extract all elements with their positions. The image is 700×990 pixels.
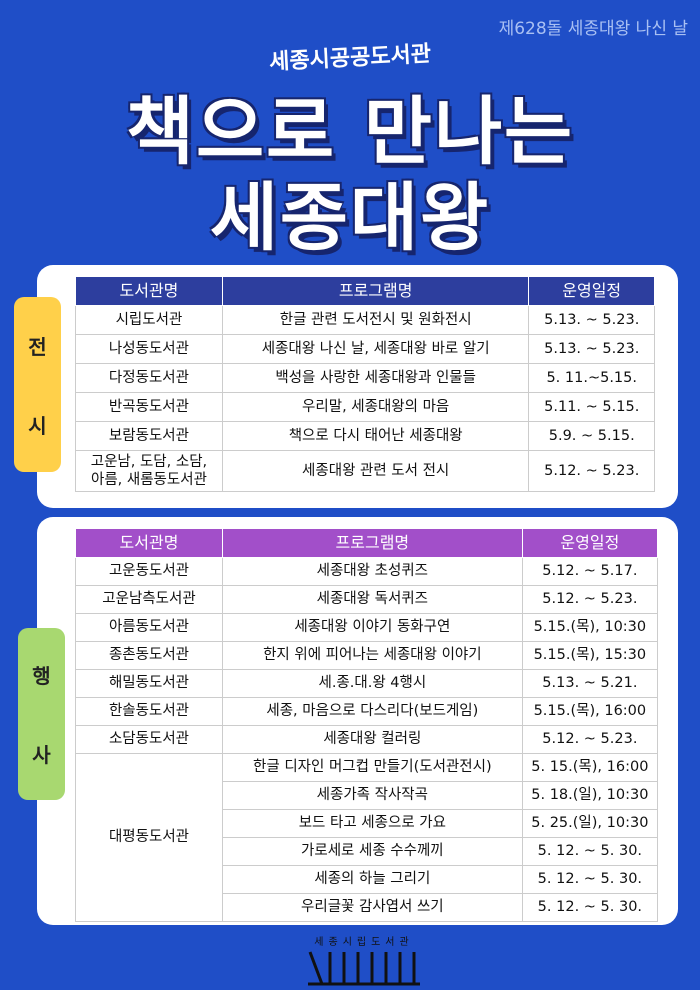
cell-line: 아름, 새롬동도서관 <box>90 472 207 488</box>
table-cell: 세종대왕 나신 날, 세종대왕 바로 알기 <box>221 334 530 364</box>
table-row: 다정동도서관 백성을 사랑한 세종대왕과 인물들 5. 11.~5.15. <box>75 363 655 393</box>
table-row: 소담동도서관 세종대왕 컬러링 5.12. ~ 5.23. <box>75 725 659 754</box>
table-cell: 소담동도서관 <box>75 725 223 754</box>
table-row: 우리글꽃 감사엽서 쓰기 5. 12. ~ 5. 30. <box>76 893 659 922</box>
table-cell: 5.13. ~ 5.23. <box>528 305 655 335</box>
table-row: 대평동도서관 한글 디자인 머그컵 만들기(도서관전시) 5. 15.(목), 16… <box>75 753 659 922</box>
table-row: 고운동도서관 세종대왕 초성퀴즈 5.12. ~ 5.17. <box>75 557 659 586</box>
table-row: 보드 타고 세종으로 가요 5. 25.(일), 10:30 <box>76 809 659 838</box>
table-cell: 5.12. ~ 5.23. <box>521 725 659 754</box>
table-cell: 시립도서관 <box>75 305 223 335</box>
table-cell: 세종대왕 초성퀴즈 <box>221 557 523 586</box>
table-cell: 책으로 다시 태어난 세종대왕 <box>221 421 530 451</box>
table-row: 아름동도서관 세종대왕 이야기 동화구연 5.15.(목), 10:30 <box>75 613 659 642</box>
table-cell: 5. 25.(일), 10:30 <box>521 809 659 838</box>
table-cell: 대평동도서관 <box>75 753 223 922</box>
table-cell: 세종, 마음으로 다스리다(보드게임) <box>221 697 523 726</box>
table-cell: 고운남측도서관 <box>75 585 223 614</box>
table-row: 고운남측도서관 세종대왕 독서퀴즈 5.12. ~ 5.23. <box>75 585 659 614</box>
table-cell: 5.12. ~ 5.17. <box>521 557 659 586</box>
table-cell: 아름동도서관 <box>75 613 223 642</box>
column-header: 프로그램명 <box>221 528 523 558</box>
title-line: 세종대왕 <box>209 175 491 261</box>
table-cell: 5.13. ~ 5.21. <box>521 669 659 698</box>
table-row: 종촌동도서관 한지 위에 피어나는 세종대왕 이야기 5.15.(목), 15:30 <box>75 641 659 670</box>
table-cell: 우리말, 세종대왕의 마음 <box>221 392 530 422</box>
header-row: 도서관명 프로그램명 운영일정 <box>75 276 655 306</box>
table-cell: 5.11. ~ 5.15. <box>528 392 655 422</box>
table-row: 고운남, 도담, 소담, 아름, 새롬동도서관 세종대왕 관련 도서 전시 5.12.… <box>75 450 655 492</box>
table-cell: 5.15.(목), 10:30 <box>521 613 659 642</box>
column-header: 도서관명 <box>75 276 223 306</box>
exhibition-tab: 전 시 <box>14 297 61 472</box>
table-cell: 한글 디자인 머그컵 만들기(도서관전시) <box>221 753 523 782</box>
tab-label: 전 <box>28 334 47 359</box>
table-cell: 5. 11.~5.15. <box>528 363 655 393</box>
title-line: 책으로 만나는 <box>125 89 575 175</box>
table-cell: 종촌동도서관 <box>75 641 223 670</box>
table-row: 가로세로 세종 수수께끼 5. 12. ~ 5. 30. <box>76 837 659 866</box>
table-cell: 5.15.(목), 16:00 <box>521 697 659 726</box>
table-cell: 5.12. ~ 5.23. <box>528 450 655 492</box>
table-cell: 가로세로 세종 수수께끼 <box>221 837 523 866</box>
column-header: 운영일정 <box>528 276 655 306</box>
table-row: 반곡동도서관 우리말, 세종대왕의 마음 5.11. ~ 5.15. <box>75 392 655 422</box>
table-cell: 5. 12. ~ 5. 30. <box>521 865 659 894</box>
events-tab: 행 사 <box>18 628 65 800</box>
tab-label: 시 <box>28 413 47 438</box>
table-cell: 고운남, 도담, 소담, 아름, 새롬동도서관 <box>75 450 223 492</box>
table-cell: 5.13. ~ 5.23. <box>528 334 655 364</box>
table-row: 해밀동도서관 세.종.대.왕 4행시 5.13. ~ 5.21. <box>75 669 659 698</box>
column-header: 프로그램명 <box>221 276 530 306</box>
table-cell: 5.15.(목), 15:30 <box>521 641 659 670</box>
table-cell: 나성동도서관 <box>75 334 223 364</box>
logo-box <box>306 934 422 948</box>
cell-line: 고운남, 도담, 소담, <box>90 453 208 470</box>
table-cell: 반곡동도서관 <box>75 392 223 422</box>
table-row: 한솔동도서관 세종, 마음으로 다스리다(보드게임) 5.15.(목), 16:00 <box>75 697 659 726</box>
table-cell: 세종대왕 컬러링 <box>221 725 523 754</box>
footer-logo: 세종시립도서관 <box>306 934 422 986</box>
table-cell: 보드 타고 세종으로 가요 <box>221 809 523 838</box>
tab-label: 행 <box>32 664 51 688</box>
table-row: 보람동도서관 책으로 다시 태어난 세종대왕 5.9. ~ 5.15. <box>75 421 655 451</box>
logo-stripes <box>308 951 420 986</box>
table-cell: 세종대왕 이야기 동화구연 <box>221 613 523 642</box>
column-header: 도서관명 <box>75 528 223 558</box>
table-cell: 다정동도서관 <box>75 363 223 393</box>
table-cell: 세종대왕 관련 도서 전시 <box>221 450 530 492</box>
table-cell: 5.9. ~ 5.15. <box>528 421 655 451</box>
table-cell: 우리글꽃 감사엽서 쓰기 <box>221 893 523 922</box>
table-cell: 5. 12. ~ 5. 30. <box>521 837 659 866</box>
tab-label: 사 <box>32 743 51 767</box>
exhibition-table: 도서관명 프로그램명 운영일정 시립도서관 한글 관련 도서전시 및 원화전시 5.13.… <box>75 276 655 492</box>
table-cell: 세종의 하늘 그리기 <box>221 865 523 894</box>
table-cell: 세.종.대.왕 4행시 <box>221 669 523 698</box>
header-row: 도서관명 프로그램명 운영일정 <box>75 528 659 558</box>
table-cell: 세종가족 작사작곡 <box>221 781 523 810</box>
column-header: 운영일정 <box>521 528 659 558</box>
table-cell: 한솔동도서관 <box>75 697 223 726</box>
top-note: 제628돌 세종대왕 나신 날 <box>498 19 688 39</box>
table-cell: 세종대왕 독서퀴즈 <box>221 585 523 614</box>
events-table: 도서관명 프로그램명 운영일정 고운동도서관 세종대왕 초성퀴즈 5.12. ~ 5.17… <box>75 528 659 922</box>
table-cell: 고운동도서관 <box>75 557 223 586</box>
table-cell: 5. 12. ~ 5. 30. <box>521 893 659 922</box>
logo-text: 세종시립도서관 <box>314 935 413 948</box>
table-cell: 5. 18.(일), 10:30 <box>521 781 659 810</box>
table-cell: 5.12. ~ 5.23. <box>521 585 659 614</box>
table-row: 나성동도서관 세종대왕 나신 날, 세종대왕 바로 알기 5.13. ~ 5.23. <box>75 334 655 364</box>
table-cell: 보람동도서관 <box>75 421 223 451</box>
table-row: 시립도서관 한글 관련 도서전시 및 원화전시 5.13. ~ 5.23. <box>75 305 655 335</box>
table-cell: 백성을 사랑한 세종대왕과 인물들 <box>221 363 530 393</box>
table-cell: 한지 위에 피어나는 세종대왕 이야기 <box>221 641 523 670</box>
table-cell: 5. 15.(목), 16:00 <box>521 753 659 782</box>
table-cell: 한글 관련 도서전시 및 원화전시 <box>221 305 530 335</box>
table-cell: 해밀동도서관 <box>75 669 223 698</box>
